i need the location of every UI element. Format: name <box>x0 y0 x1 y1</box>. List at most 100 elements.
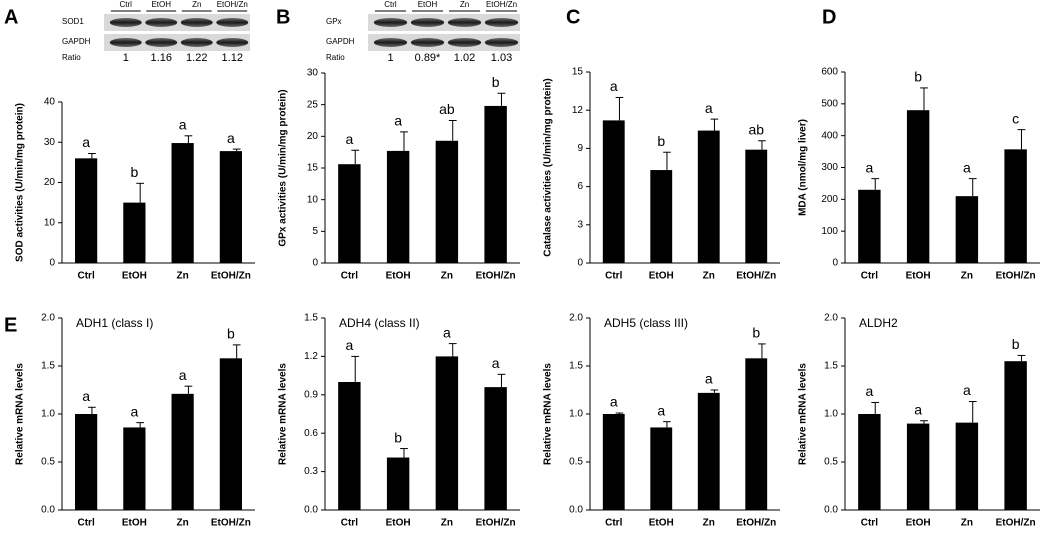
y-axis-label: Relative mRNA levels <box>543 363 554 465</box>
blot-row-label: GPx <box>326 17 342 26</box>
error-bar <box>497 373 506 388</box>
y-axis-label: GPx activities (U/min/mg protein) <box>278 89 289 246</box>
significance-letter: c <box>1012 110 1019 126</box>
x-tick-label: Ctrl <box>341 518 358 529</box>
y-tick-label: 0.5 <box>824 457 838 468</box>
ratio-value: 1 <box>123 52 129 64</box>
blot-band <box>410 18 445 27</box>
x-tick-label: EtOH/Zn <box>736 518 776 529</box>
y-tick-label: 1.5 <box>41 361 55 372</box>
error-bar <box>351 355 360 382</box>
error-bar <box>497 92 506 106</box>
significance-letter: a <box>394 113 402 129</box>
significance-letter: ab <box>748 121 764 137</box>
x-tick-label: Ctrl <box>861 518 878 529</box>
blot-band <box>373 18 408 27</box>
y-tick-label: 20 <box>307 131 319 142</box>
significance-letter: a <box>865 383 873 399</box>
blot-band <box>145 38 178 47</box>
bar <box>697 130 720 263</box>
significance-letter: a <box>657 402 665 418</box>
blot-band <box>109 18 142 27</box>
bar <box>219 151 242 263</box>
y-tick-label: 200 <box>821 194 838 205</box>
y-tick-label: 1.5 <box>304 313 318 324</box>
error-bar <box>88 406 96 414</box>
chart-title: ADH1 (class I) <box>76 316 153 330</box>
y-tick-label: 0.5 <box>41 457 55 468</box>
bar <box>435 356 459 510</box>
y-tick-label: 0 <box>49 258 55 269</box>
bar <box>75 414 98 510</box>
error-bar <box>663 151 671 171</box>
panel-label: B <box>276 6 290 28</box>
significance-letter: a <box>82 134 90 150</box>
y-tick-label: 30 <box>307 68 319 79</box>
bar <box>386 457 410 510</box>
y-tick-label: 0.5 <box>569 457 583 468</box>
error-bar <box>136 182 145 203</box>
significance-letter: a <box>963 159 971 175</box>
error-bar <box>871 401 880 414</box>
error-bar <box>448 343 457 357</box>
x-tick-label: Zn <box>441 271 453 282</box>
error-bar <box>88 153 96 159</box>
y-tick-label: 10 <box>44 217 56 228</box>
ratio-value: 1 <box>387 52 393 64</box>
bar <box>484 387 507 510</box>
y-tick-label: 6 <box>577 181 583 192</box>
error-bar <box>448 120 457 141</box>
x-tick-label: EtOH/Zn <box>211 518 251 529</box>
y-tick-label: 0.0 <box>304 505 318 516</box>
bar <box>602 414 625 510</box>
error-bar <box>1017 129 1026 150</box>
error-bar <box>400 131 408 151</box>
blot-row-label: GAPDH <box>62 37 91 46</box>
y-tick-label: 100 <box>821 226 838 237</box>
bar <box>955 422 979 510</box>
x-tick-label: EtOH/Zn <box>476 271 516 282</box>
x-tick-label: Ctrl <box>78 271 95 282</box>
blot-band <box>447 18 482 27</box>
chart-title: ADH4 (class II) <box>339 316 420 330</box>
y-tick-label: 25 <box>307 99 319 110</box>
y-tick-label: 2.0 <box>824 313 838 324</box>
y-tick-label: 1.0 <box>569 409 583 420</box>
y-tick-label: 40 <box>44 97 56 108</box>
x-tick-label: Zn <box>961 271 973 282</box>
ratio-label: Ratio <box>62 53 81 62</box>
x-tick-label: Zn <box>703 518 715 529</box>
y-tick-label: 0 <box>312 258 318 269</box>
y-tick-label: 0.0 <box>824 505 838 516</box>
x-tick-label: Ctrl <box>78 518 95 529</box>
error-bar <box>968 401 977 423</box>
y-tick-label: 1.0 <box>824 409 838 420</box>
y-tick-label: 15 <box>307 163 319 174</box>
bar <box>75 158 98 263</box>
significance-letter: a <box>227 130 235 146</box>
ratio-value: 1.12 <box>222 52 243 64</box>
ratio-value: 1.03 <box>491 52 512 64</box>
ratio-value: 0.89* <box>415 52 441 64</box>
significance-letter: b <box>1012 336 1020 352</box>
blot-band <box>145 18 178 27</box>
significance-letter: a <box>610 394 618 410</box>
bar <box>906 110 930 263</box>
y-tick-label: 30 <box>44 137 56 148</box>
x-tick-label: EtOH <box>386 271 411 282</box>
x-tick-label: Zn <box>177 518 189 529</box>
y-tick-label: 5 <box>312 226 318 237</box>
y-tick-label: 9 <box>577 143 583 154</box>
bar <box>123 202 146 263</box>
error-bar <box>184 385 193 394</box>
y-tick-label: 500 <box>821 98 838 109</box>
lane-label: Ctrl <box>120 0 133 9</box>
bar <box>858 189 881 263</box>
x-tick-label: EtOH <box>649 518 674 529</box>
blot-band <box>447 38 482 47</box>
y-tick-label: 2.0 <box>569 313 583 324</box>
significance-letter: b <box>227 326 235 342</box>
y-tick-label: 0.6 <box>304 428 318 439</box>
y-tick-label: 15 <box>572 67 584 78</box>
